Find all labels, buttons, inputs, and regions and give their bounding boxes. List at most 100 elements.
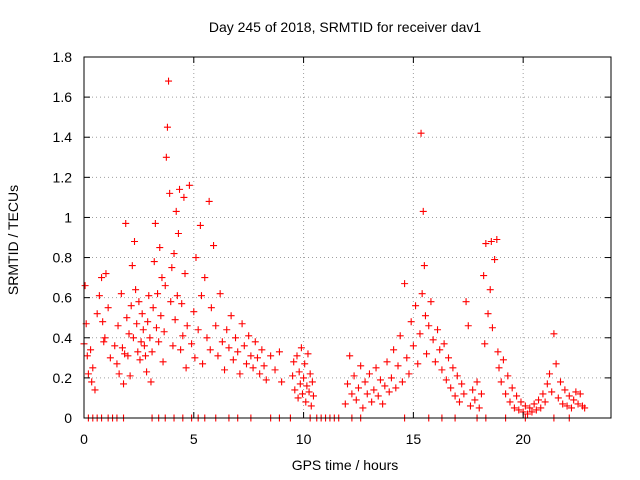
data-point xyxy=(278,378,286,386)
data-point xyxy=(160,328,168,336)
data-point xyxy=(249,364,257,372)
data-point xyxy=(532,406,540,414)
data-point xyxy=(407,318,415,326)
data-point xyxy=(357,362,365,370)
data-point xyxy=(530,400,538,408)
data-point xyxy=(421,312,429,320)
data-point xyxy=(370,386,378,394)
data-point xyxy=(455,398,463,406)
data-point xyxy=(517,398,525,406)
data-point xyxy=(138,310,146,318)
data-point xyxy=(154,290,162,298)
data-point xyxy=(140,342,148,350)
data-point xyxy=(513,392,521,400)
data-point xyxy=(151,219,159,227)
data-point xyxy=(106,354,114,362)
data-point xyxy=(383,358,391,366)
data-point xyxy=(158,274,166,282)
data-point xyxy=(438,366,446,374)
data-point xyxy=(440,340,448,348)
data-point xyxy=(301,360,309,368)
data-point xyxy=(409,342,417,350)
y-tick-label: 1.8 xyxy=(53,49,73,65)
data-point xyxy=(172,207,180,215)
data-point xyxy=(374,392,382,400)
y-tick-label: 0.2 xyxy=(53,370,73,386)
data-point xyxy=(473,378,481,386)
data-point xyxy=(486,286,494,294)
data-point xyxy=(431,358,439,366)
data-point xyxy=(111,342,119,350)
data-point xyxy=(469,386,477,394)
data-point xyxy=(81,282,89,290)
data-point xyxy=(179,332,187,340)
data-point xyxy=(449,364,457,372)
data-point xyxy=(168,264,176,272)
data-point xyxy=(434,326,442,334)
data-point xyxy=(416,330,424,338)
data-point xyxy=(176,185,184,193)
data-point xyxy=(104,304,112,312)
data-point xyxy=(499,356,507,364)
data-point xyxy=(135,298,143,306)
data-point xyxy=(524,410,532,418)
data-point xyxy=(537,404,545,412)
data-point xyxy=(247,352,255,360)
data-point xyxy=(147,378,155,386)
data-point xyxy=(221,366,229,374)
plot-frame xyxy=(83,56,612,419)
data-point xyxy=(123,314,131,322)
data-point xyxy=(368,398,376,406)
y-tick-label: 1 xyxy=(64,209,72,225)
data-point xyxy=(139,326,147,334)
data-point xyxy=(447,384,455,392)
data-point xyxy=(124,352,132,360)
data-point xyxy=(148,348,156,356)
data-point xyxy=(556,378,564,386)
data-point xyxy=(275,348,283,356)
data-point xyxy=(114,322,122,330)
data-point xyxy=(218,338,226,346)
data-point xyxy=(309,392,317,400)
data-point xyxy=(267,352,275,360)
data-point xyxy=(192,254,200,262)
data-point xyxy=(354,384,362,392)
data-point xyxy=(178,300,186,308)
data-point xyxy=(170,250,178,258)
x-tick-label: 15 xyxy=(406,431,422,447)
data-point xyxy=(561,386,569,394)
data-point xyxy=(173,292,181,300)
data-point xyxy=(541,398,549,406)
data-point xyxy=(412,302,420,310)
data-point xyxy=(570,396,578,404)
data-point xyxy=(303,382,311,390)
data-point xyxy=(136,356,144,364)
data-point xyxy=(352,396,360,404)
data-point xyxy=(181,270,189,278)
data-point xyxy=(429,336,437,344)
data-point xyxy=(572,388,580,396)
data-point xyxy=(494,348,502,356)
data-point xyxy=(163,123,171,131)
data-point xyxy=(481,340,489,348)
data-point xyxy=(506,398,514,406)
y-tick-label: 1.4 xyxy=(53,129,73,145)
data-point xyxy=(419,207,427,215)
data-point xyxy=(174,229,182,237)
y-tick-labels: 0 0.2 0.4 0.6 0.8 1 1.2 1.4 1.6 1.8 xyxy=(53,49,73,426)
data-point xyxy=(100,338,108,346)
data-point xyxy=(155,338,163,346)
data-point xyxy=(567,404,575,412)
y-axis-label: SRMTID / TECUs xyxy=(5,185,21,295)
data-point xyxy=(134,348,142,356)
data-point xyxy=(188,340,196,348)
data-point xyxy=(298,390,306,398)
data-point xyxy=(482,240,490,248)
data-point xyxy=(144,318,152,326)
data-point xyxy=(460,390,468,398)
data-point xyxy=(115,370,123,378)
data-point xyxy=(480,272,488,280)
data-point xyxy=(372,364,380,372)
data-point xyxy=(214,352,222,360)
